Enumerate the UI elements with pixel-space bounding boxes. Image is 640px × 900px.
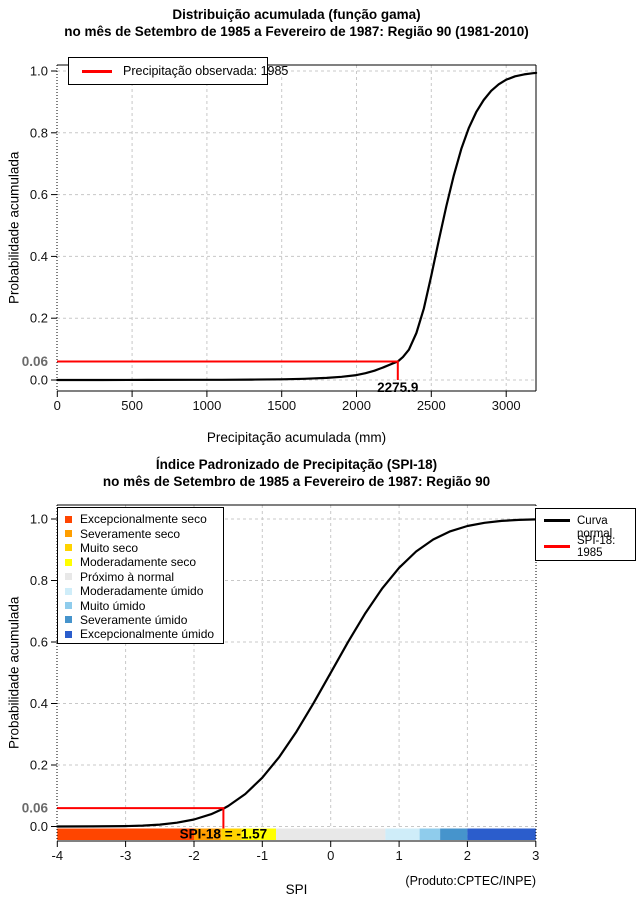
category-color-swatch-icon [65, 530, 72, 538]
legend-item: Muito úmido [65, 598, 223, 613]
category-label: Muito úmido [80, 598, 146, 613]
x-axis-label: Precipitação acumulada (mm) [206, 430, 387, 445]
svg-text:0.06: 0.06 [22, 801, 49, 816]
svg-text:0.06: 0.06 [22, 354, 49, 369]
drought-category-legend: Excepcionalmente seco Severamente seco Mui… [57, 507, 224, 644]
legend-item: Excepcionalmente seco [65, 512, 223, 526]
legend-spacer [544, 533, 570, 534]
svg-text:1500: 1500 [267, 398, 296, 413]
chart-title-line1: Índice Padronizado de Precipitação (SPI-… [155, 457, 438, 472]
svg-text:-2: -2 [188, 848, 200, 863]
svg-text:0.6: 0.6 [30, 635, 48, 650]
svg-text:0: 0 [54, 398, 61, 413]
svg-text:2275.9: 2275.9 [377, 380, 418, 395]
svg-text:1.0: 1.0 [30, 64, 48, 79]
svg-text:0.4: 0.4 [30, 696, 48, 711]
red-line-sample-icon [82, 69, 112, 73]
spi-legend-label: SPI-18: 1985 [577, 534, 616, 559]
svg-text:2: 2 [464, 848, 471, 863]
category-color-swatch-icon [65, 602, 72, 610]
curve-legend-box: Curva normal SPI-18: 1985 [535, 508, 636, 561]
category-color-swatch-icon [65, 616, 72, 624]
svg-text:0.4: 0.4 [30, 249, 48, 264]
credit-text: (Produto:CPTEC/INPE) [405, 874, 536, 888]
category-color-swatch-icon [65, 544, 72, 552]
category-label: Próximo à normal [80, 569, 175, 584]
legend-item: Severamente seco [65, 526, 223, 541]
legend-item: Muito seco [65, 541, 223, 555]
svg-text:0.8: 0.8 [30, 573, 48, 588]
category-color-swatch-icon [65, 630, 72, 638]
chart-spi-cdf: -4 -3 -2 -1 0 1 2 3 0.0 0.2 0.4 0.6 0.8 1.0 0.06 SPI-18… [0, 450, 640, 900]
svg-text:2000: 2000 [342, 398, 371, 413]
svg-text:1000: 1000 [192, 398, 221, 413]
svg-text:-1: -1 [257, 848, 269, 863]
legend-item: Moderadamente úmido [65, 584, 223, 598]
legend-item: Severamente úmido [65, 613, 223, 627]
curve-legend-label-line1: Curva [577, 514, 608, 527]
svg-text:-4: -4 [52, 848, 64, 863]
chart-title: Índice Padronizado de Precipitação (SPI-… [0, 456, 593, 490]
svg-text:2500: 2500 [417, 398, 446, 413]
svg-text:0.8: 0.8 [30, 125, 48, 140]
y-axis-label: Probabilidade acumulada [6, 151, 22, 305]
chart-title-line1: Distribuição acumulada (função gama) [172, 7, 421, 22]
svg-text:0.0: 0.0 [30, 373, 48, 388]
category-label: Muito seco [80, 540, 139, 555]
category-color-swatch-icon [65, 515, 72, 523]
x-axis-label: SPI [285, 882, 308, 897]
chart-title: Distribuição acumulada (função gama) no … [0, 6, 593, 40]
category-color-swatch-icon [65, 573, 72, 581]
category-label: Moderadamente úmido [80, 584, 204, 599]
legend-item: Próximo à normal [65, 570, 223, 584]
red-line-sample-icon [544, 545, 570, 548]
legend-label: Precipitação observada: 1985 [123, 64, 289, 78]
category-label: Moderadamente seco [80, 555, 197, 570]
svg-text:0.6: 0.6 [30, 187, 48, 202]
chart-gamma-cdf: 0 500 1000 1500 2000 2500 3000 0.0 0.2 0.4 0.6 0.8 1… [0, 6, 593, 445]
category-color-swatch-icon [65, 558, 72, 566]
legend-item: Moderadamente seco [65, 555, 223, 569]
chart-title-line2: no mês de Setembro de 1985 a Fevereiro d… [64, 24, 529, 39]
black-line-sample-icon [544, 519, 570, 522]
category-label: Severamente úmido [80, 612, 188, 627]
legend-box: Precipitação observada: 1985 [68, 57, 288, 85]
svg-text:0: 0 [327, 848, 334, 863]
category-label: Excepcionalmente úmido [80, 627, 215, 642]
svg-text:0.0: 0.0 [30, 819, 48, 834]
svg-text:-3: -3 [120, 848, 132, 863]
svg-text:1.0: 1.0 [30, 512, 48, 527]
curve-legend-label-line2: normal [577, 527, 613, 540]
svg-text:SPI-18 = -1.57: SPI-18 = -1.57 [180, 827, 267, 842]
category-color-swatch-icon [65, 587, 72, 595]
svg-text:0.2: 0.2 [30, 758, 48, 773]
svg-text:3: 3 [532, 848, 539, 863]
svg-text:3000: 3000 [492, 398, 521, 413]
category-label: Severamente seco [80, 526, 181, 541]
category-label: Excepcionalmente seco [80, 512, 207, 527]
legend-item: Excepcionalmente úmido [65, 627, 223, 641]
svg-text:500: 500 [121, 398, 143, 413]
svg-text:0.2: 0.2 [30, 311, 48, 326]
y-axis-label: Probabilidade acumulada [6, 596, 22, 750]
svg-text:1: 1 [395, 848, 402, 863]
chart-title-line2: no mês de Setembro de 1985 a Fevereiro d… [102, 474, 491, 489]
